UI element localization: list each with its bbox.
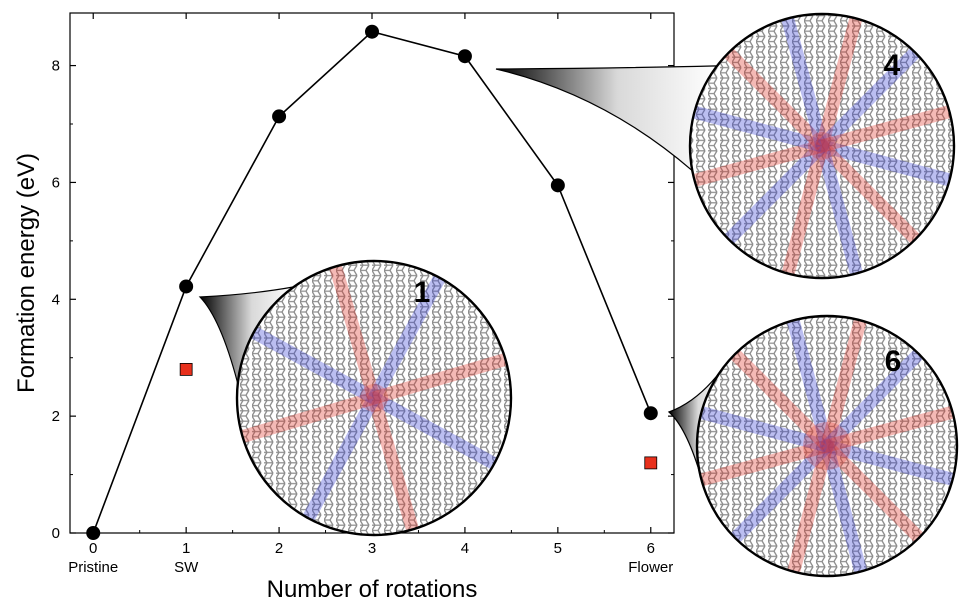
insets-layer: 1 4 6 — [198, 12, 959, 578]
graphene-lattice-disk — [697, 316, 957, 576]
inset-circle-border — [688, 12, 956, 280]
x-tick-label: 3 — [368, 540, 376, 557]
data-point-square — [179, 363, 193, 376]
x-category-label: Pristine — [68, 559, 118, 576]
data-point-circle — [643, 406, 658, 421]
defect-core — [360, 384, 388, 412]
data-point-square — [644, 456, 658, 470]
data-point-circle — [86, 526, 101, 540]
defect-core — [803, 422, 851, 470]
data-point-circle — [550, 178, 565, 193]
x-tick-label: 6 — [647, 540, 655, 557]
inset-label: 4 — [884, 49, 901, 82]
inset-label: 1 — [414, 276, 431, 309]
y-tick-label: 0 — [52, 525, 60, 542]
data-point-circle — [457, 49, 472, 64]
x-tick-label: 4 — [461, 540, 469, 557]
y-axis-title: Formation energy (eV) — [13, 153, 40, 393]
x-category-label: SW — [174, 559, 199, 576]
graphene-lattice-disk — [237, 261, 511, 535]
inset-circle-border — [235, 259, 513, 537]
x-tick-label: 2 — [275, 540, 283, 557]
y-tick-label: 8 — [52, 58, 60, 75]
data-point-circle — [272, 109, 287, 124]
data-point-circle — [365, 24, 379, 39]
x-tick-label: 0 — [89, 540, 97, 557]
defect-inset-6: 6 — [667, 314, 959, 578]
x-axis-title: Number of rotations — [267, 576, 478, 603]
defect-core — [808, 132, 836, 160]
defect-inset-1: 1 — [198, 259, 513, 537]
y-tick-label: 6 — [52, 174, 60, 191]
y-tick-label: 2 — [52, 408, 60, 425]
inset-circle-border — [695, 314, 959, 578]
graphene-lattice-disk — [690, 14, 954, 278]
x-category-label: Flower — [628, 559, 673, 576]
inset-pointer-tail — [495, 65, 718, 172]
y-tick-label: 4 — [52, 291, 60, 308]
defect-inset-4: 4 — [495, 12, 956, 280]
data-point-circle — [179, 279, 194, 294]
series-layer — [86, 24, 658, 540]
x-tick-label: 5 — [554, 540, 562, 557]
inset-label: 6 — [885, 345, 902, 378]
x-tick-label: 1 — [182, 540, 190, 557]
